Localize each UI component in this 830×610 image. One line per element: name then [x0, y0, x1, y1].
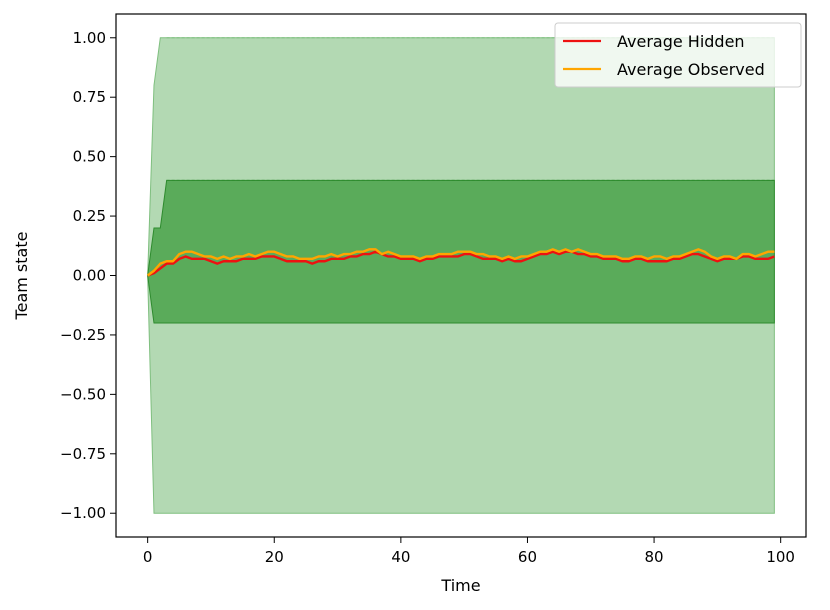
legend: Average Hidden Average Observed — [554, 22, 802, 88]
y-axis: −1.00 −0.75 −0.50 −0.25 0.00 0.25 0.50 0.75 1.00 — [60, 29, 116, 522]
y-tick-label: −0.50 — [60, 385, 106, 403]
y-axis-label: Team state — [12, 232, 31, 321]
x-tick-label: 40 — [391, 548, 410, 566]
y-tick-label: 0.75 — [73, 88, 106, 106]
x-tick-label: 60 — [518, 548, 537, 566]
legend-label-average-hidden: Average Hidden — [617, 32, 745, 51]
y-tick-label: −1.00 — [60, 504, 106, 522]
x-tick-label: 100 — [766, 548, 795, 566]
y-tick-label: 0.25 — [73, 207, 106, 225]
legend-box — [554, 22, 802, 88]
x-tick-label: 80 — [645, 548, 664, 566]
x-tick-label: 20 — [265, 548, 284, 566]
band-layer — [147, 37, 775, 514]
y-tick-label: −0.75 — [60, 445, 106, 463]
y-tick-label: −0.25 — [60, 326, 106, 344]
legend-label-average-observed: Average Observed — [617, 60, 765, 79]
x-axis-label: Time — [440, 576, 480, 595]
x-axis: 0 20 40 60 80 100 — [143, 537, 795, 566]
series-line-average-observed — [146, 248, 775, 277]
y-tick-label: 0.00 — [73, 267, 106, 285]
y-tick-label: 0.50 — [73, 148, 106, 166]
x-tick-label: 0 — [143, 548, 153, 566]
series-layer — [146, 248, 775, 277]
series-line-average-hidden — [147, 250, 775, 277]
y-tick-label: 1.00 — [73, 29, 106, 47]
